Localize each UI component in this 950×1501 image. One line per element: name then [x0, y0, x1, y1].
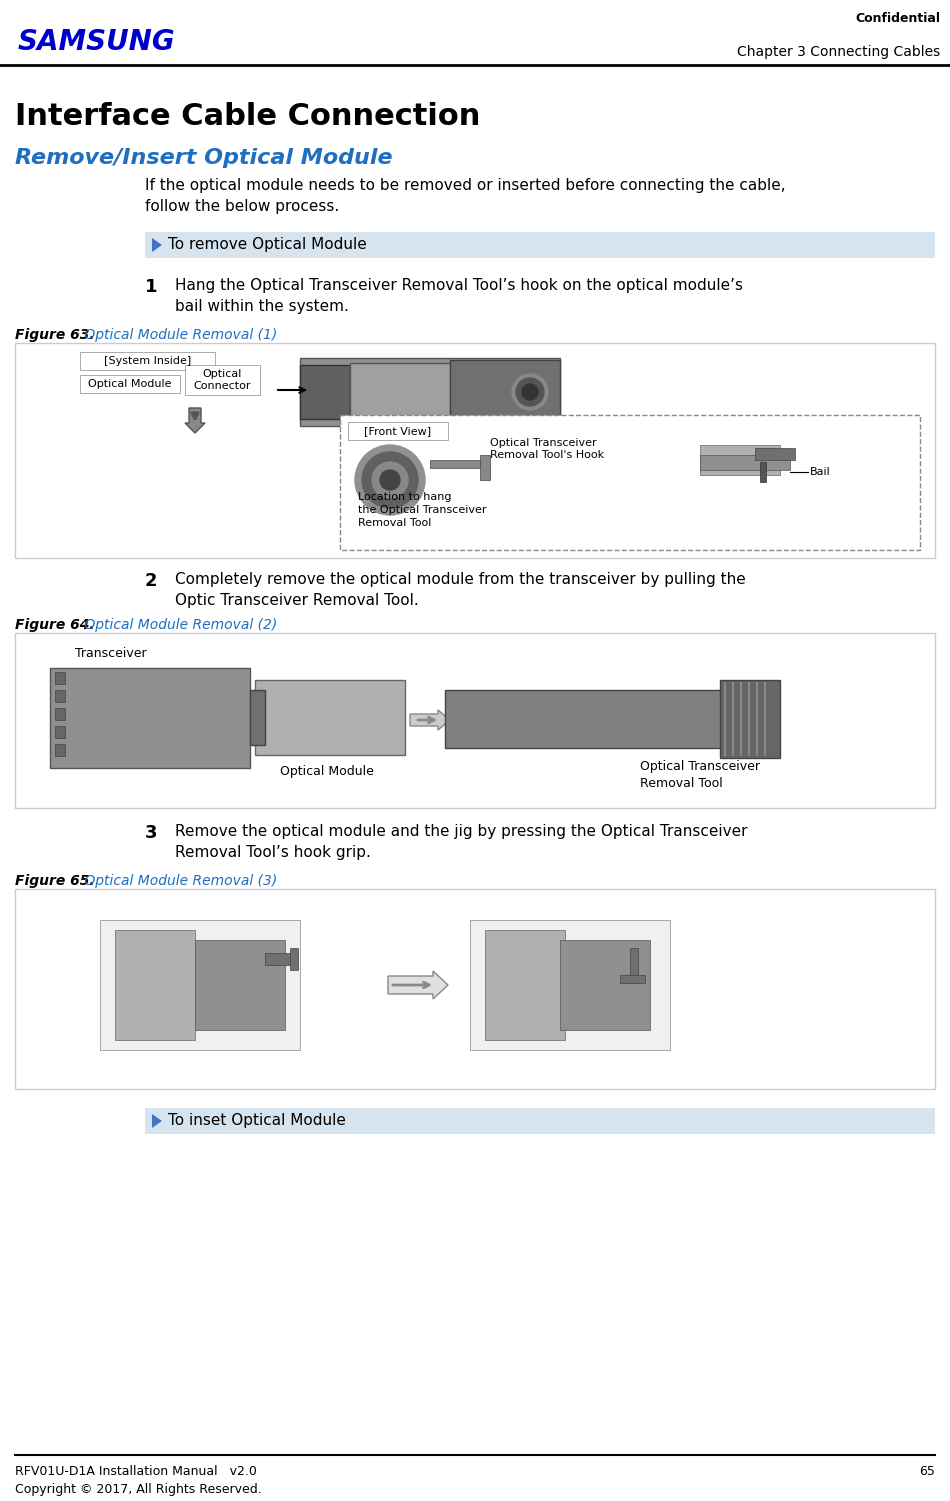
FancyBboxPatch shape — [15, 889, 935, 1090]
FancyBboxPatch shape — [185, 365, 260, 395]
Text: Optical Module: Optical Module — [88, 378, 172, 389]
Text: Optical Module Removal (3): Optical Module Removal (3) — [80, 874, 277, 889]
FancyBboxPatch shape — [630, 949, 638, 979]
FancyBboxPatch shape — [55, 744, 65, 757]
Text: Confidential: Confidential — [855, 12, 940, 26]
FancyBboxPatch shape — [80, 375, 180, 393]
Circle shape — [372, 462, 408, 498]
Text: Bail: Bail — [810, 467, 830, 477]
Text: 1: 1 — [145, 278, 158, 296]
Text: 65: 65 — [920, 1465, 935, 1478]
Text: Figure 65.: Figure 65. — [15, 874, 95, 889]
FancyBboxPatch shape — [700, 444, 780, 474]
FancyArrow shape — [388, 971, 448, 1000]
FancyBboxPatch shape — [55, 708, 65, 720]
FancyBboxPatch shape — [430, 459, 485, 468]
Polygon shape — [152, 1114, 162, 1127]
FancyArrow shape — [410, 710, 450, 729]
FancyBboxPatch shape — [620, 976, 645, 983]
FancyBboxPatch shape — [720, 680, 780, 758]
FancyBboxPatch shape — [15, 633, 935, 808]
FancyBboxPatch shape — [450, 360, 560, 423]
Text: If the optical module needs to be removed or inserted before connecting the cabl: If the optical module needs to be remove… — [145, 179, 786, 215]
Text: Location to hang
the Optical Transceiver
Removal Tool: Location to hang the Optical Transceiver… — [358, 492, 486, 528]
Polygon shape — [152, 239, 162, 252]
FancyBboxPatch shape — [100, 920, 300, 1051]
Circle shape — [355, 444, 425, 515]
FancyBboxPatch shape — [15, 344, 935, 558]
Text: Figure 64.: Figure 64. — [15, 618, 95, 632]
Text: 3: 3 — [145, 824, 158, 842]
Text: Completely remove the optical module from the transceiver by pulling the
Optic T: Completely remove the optical module fro… — [175, 572, 746, 608]
Text: To inset Optical Module: To inset Optical Module — [168, 1114, 346, 1129]
Circle shape — [522, 384, 538, 399]
Text: Interface Cable Connection: Interface Cable Connection — [15, 102, 481, 131]
Text: Figure 63.: Figure 63. — [15, 329, 95, 342]
FancyBboxPatch shape — [50, 668, 250, 769]
Text: To remove Optical Module: To remove Optical Module — [168, 237, 367, 252]
Circle shape — [516, 378, 544, 405]
FancyBboxPatch shape — [445, 690, 725, 747]
FancyBboxPatch shape — [340, 414, 920, 549]
FancyBboxPatch shape — [255, 680, 405, 755]
FancyBboxPatch shape — [290, 949, 298, 970]
Text: Optical Transceiver
Removal Tool: Optical Transceiver Removal Tool — [640, 760, 760, 790]
Text: 2: 2 — [145, 572, 158, 590]
FancyBboxPatch shape — [480, 455, 490, 480]
FancyBboxPatch shape — [470, 920, 670, 1051]
Text: Copyright © 2017, All Rights Reserved.: Copyright © 2017, All Rights Reserved. — [15, 1483, 262, 1496]
Text: Optical Transceiver
Removal Tool's Hook: Optical Transceiver Removal Tool's Hook — [490, 438, 604, 459]
Text: Transceiver: Transceiver — [75, 647, 146, 660]
Text: Hang the Optical Transceiver Removal Tool’s hook on the optical module’s
bail wi: Hang the Optical Transceiver Removal Too… — [175, 278, 743, 314]
Text: SAMSUNG: SAMSUNG — [18, 29, 176, 56]
FancyBboxPatch shape — [55, 672, 65, 684]
Text: Remove/Insert Optical Module: Remove/Insert Optical Module — [15, 149, 392, 168]
Text: [Front View]: [Front View] — [365, 426, 431, 435]
FancyBboxPatch shape — [760, 462, 766, 482]
FancyBboxPatch shape — [300, 365, 350, 419]
FancyBboxPatch shape — [55, 726, 65, 738]
Text: RFV01U-D1A Installation Manual   v2.0: RFV01U-D1A Installation Manual v2.0 — [15, 1465, 256, 1478]
FancyBboxPatch shape — [300, 359, 560, 426]
Text: Remove the optical module and the jig by pressing the Optical Transceiver
Remova: Remove the optical module and the jig by… — [175, 824, 748, 860]
FancyBboxPatch shape — [755, 447, 795, 459]
FancyBboxPatch shape — [55, 690, 65, 702]
Text: Optical Module Removal (2): Optical Module Removal (2) — [80, 618, 277, 632]
Text: Chapter 3 Connecting Cables: Chapter 3 Connecting Cables — [737, 45, 940, 59]
FancyBboxPatch shape — [195, 940, 285, 1030]
FancyBboxPatch shape — [80, 353, 215, 371]
FancyBboxPatch shape — [350, 363, 450, 420]
FancyBboxPatch shape — [348, 422, 448, 440]
FancyBboxPatch shape — [265, 953, 295, 965]
FancyBboxPatch shape — [145, 233, 935, 258]
FancyBboxPatch shape — [145, 1108, 935, 1133]
FancyBboxPatch shape — [250, 690, 265, 744]
Circle shape — [512, 374, 548, 410]
FancyBboxPatch shape — [560, 940, 650, 1030]
Circle shape — [380, 470, 400, 489]
Text: Optical Module: Optical Module — [280, 766, 374, 778]
Text: Optical
Connector: Optical Connector — [194, 369, 251, 390]
FancyArrow shape — [185, 408, 205, 432]
Text: [System Inside]: [System Inside] — [104, 356, 191, 366]
Text: Optical Module Removal (1): Optical Module Removal (1) — [80, 329, 277, 342]
FancyBboxPatch shape — [115, 931, 195, 1040]
FancyBboxPatch shape — [700, 455, 790, 470]
Circle shape — [362, 452, 418, 507]
FancyBboxPatch shape — [485, 931, 565, 1040]
